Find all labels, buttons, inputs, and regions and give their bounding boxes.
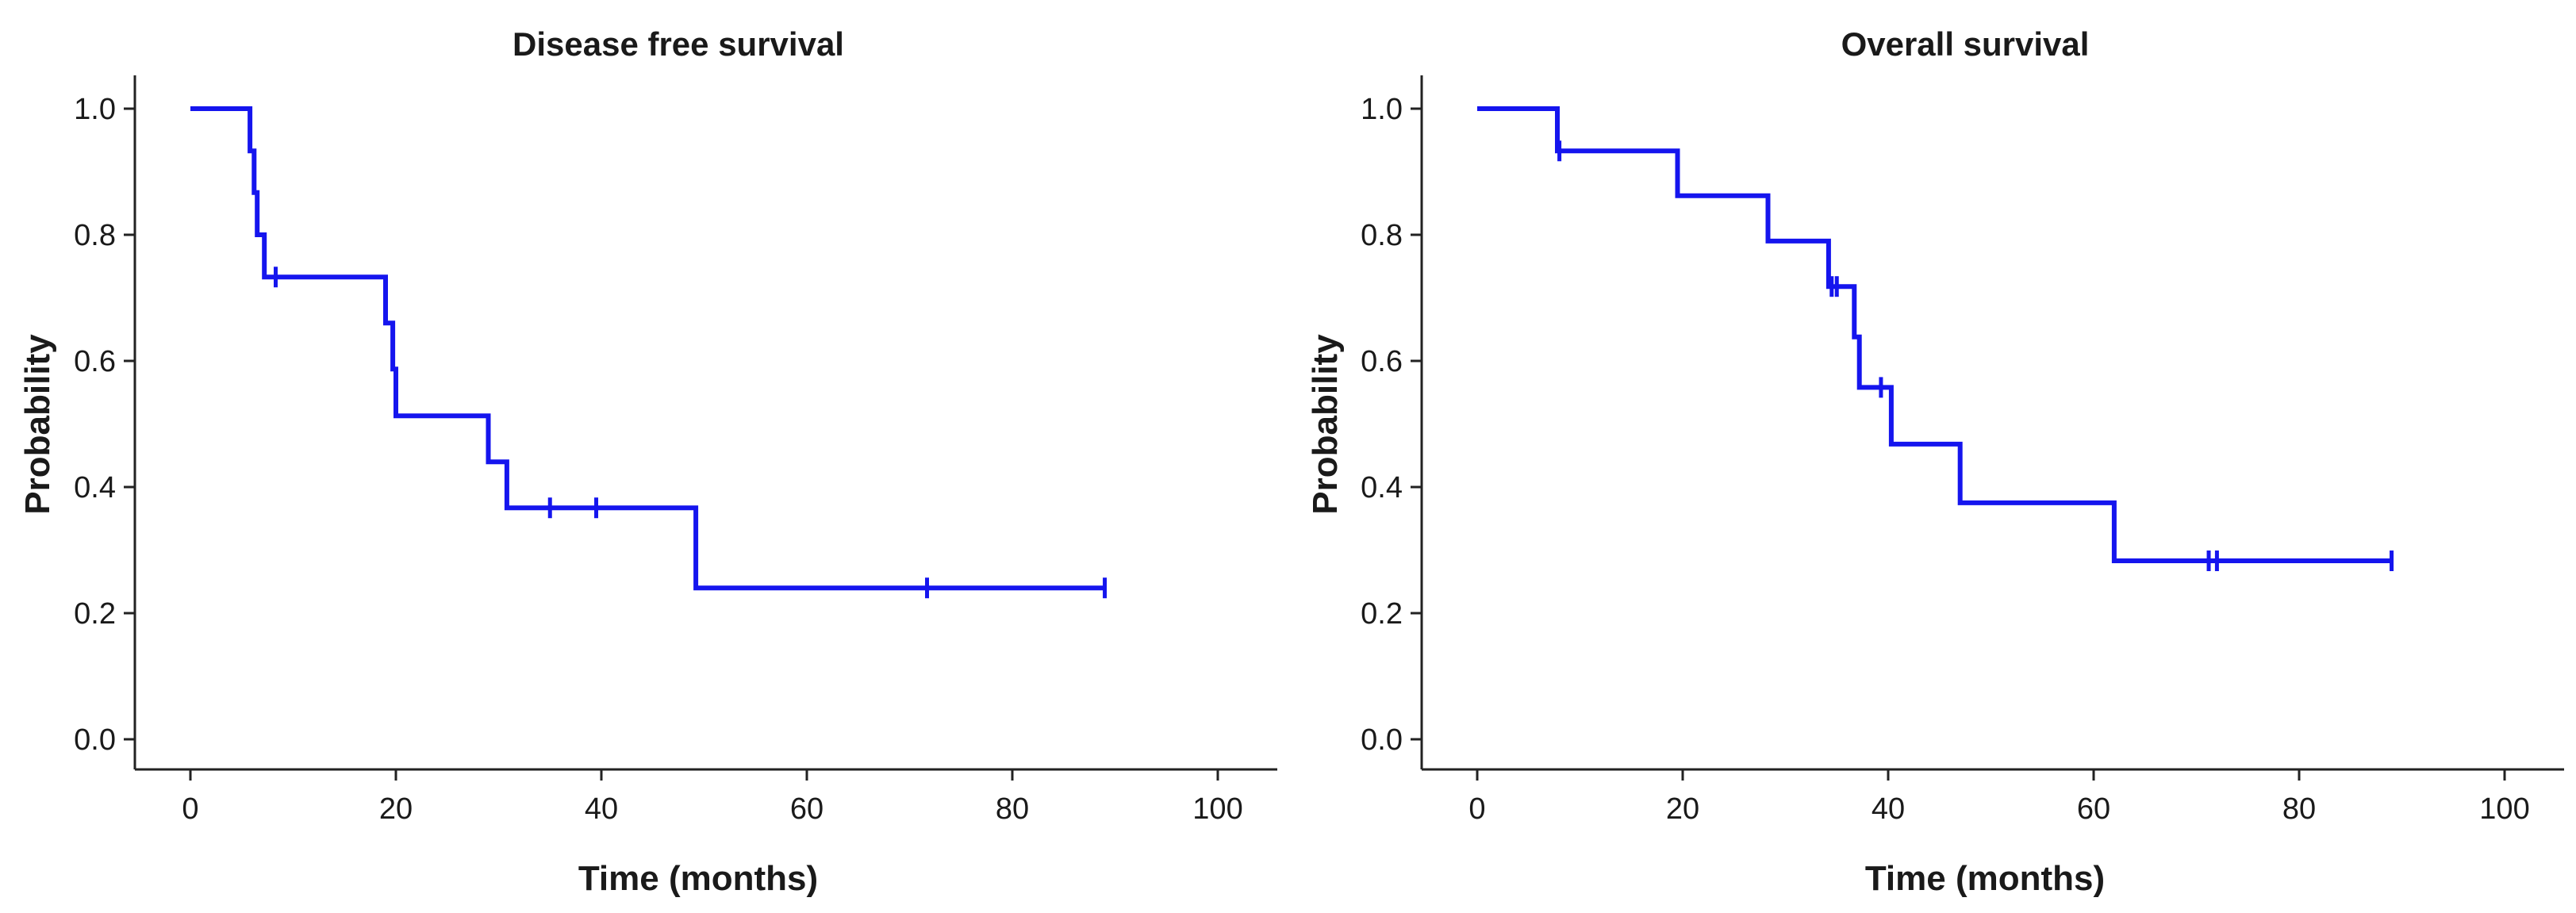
x-tick-label: 0: [1468, 792, 1485, 826]
x-tick-label: 80: [2282, 792, 2316, 826]
y-tick-label: 0.6: [74, 345, 116, 378]
x-tick-label: 20: [1666, 792, 1699, 826]
y-tick-label: 0.0: [1361, 723, 1403, 757]
y-tick-label: 0.8: [74, 219, 116, 252]
x-tick-label: 100: [2479, 792, 2529, 826]
y-tick-label: 0.0: [74, 723, 116, 757]
y-tick-label: 0.2: [74, 597, 116, 631]
x-tick-label: 0: [182, 792, 198, 826]
survival-curve: [190, 106, 1105, 591]
chart-overall-survival: Overall survival Probability Time (month…: [1306, 25, 2564, 898]
x-tick-label: 60: [2077, 792, 2110, 826]
chart-title: Disease free survival: [513, 25, 844, 63]
y-tick-label: 1.0: [74, 93, 116, 126]
survival-curve: [1477, 106, 2392, 563]
x-axis-title: Time (months): [578, 859, 818, 898]
y-tick-label: 0.6: [1361, 345, 1403, 378]
chart-disease-free-survival: Disease free survival Probability Time (…: [18, 25, 1277, 898]
y-axis-title: Probability: [18, 334, 57, 515]
y-axis-title: Probability: [1306, 334, 1345, 515]
x-tick-label: 100: [1192, 792, 1242, 826]
x-axis-title: Time (months): [1865, 859, 2105, 898]
y-tick-label: 0.2: [1361, 597, 1403, 631]
x-tick-label: 40: [1872, 792, 1905, 826]
y-tick-label: 0.8: [1361, 219, 1403, 252]
y-tick-label: 0.4: [74, 471, 116, 504]
x-tick-label: 20: [379, 792, 413, 826]
chart-title: Overall survival: [1841, 25, 2090, 63]
x-tick-label: 40: [585, 792, 618, 826]
y-tick-label: 0.4: [1361, 471, 1403, 504]
y-tick-label: 1.0: [1361, 93, 1403, 126]
x-tick-label: 60: [790, 792, 823, 826]
x-tick-label: 80: [996, 792, 1029, 826]
